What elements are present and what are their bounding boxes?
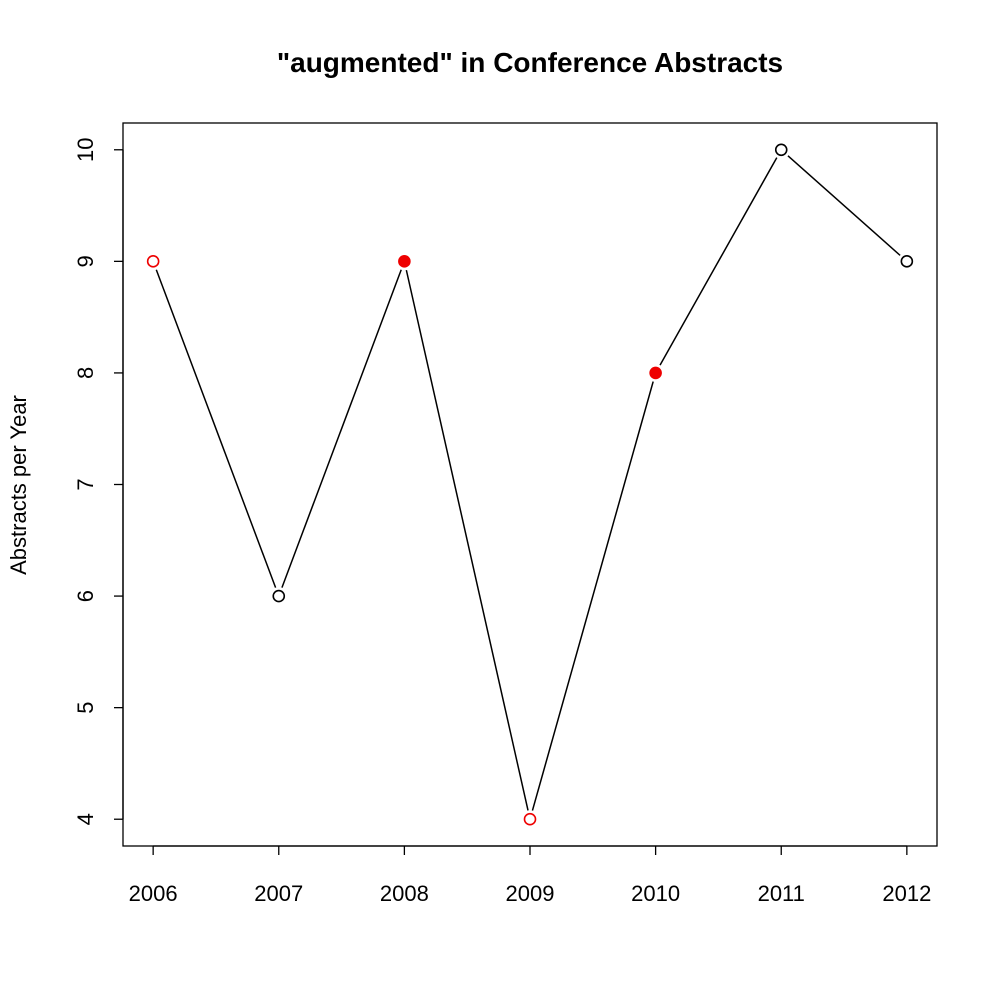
y-tick-label: 8 xyxy=(73,367,98,379)
x-axis: 2006 2007 2008 2009 2010 2011 2012 xyxy=(129,845,931,906)
y-tick-label: 5 xyxy=(73,702,98,714)
series-line-segment xyxy=(155,269,277,588)
series-line-segment xyxy=(405,269,529,811)
x-tick-label: 2012 xyxy=(882,881,931,906)
x-tick-label: 2009 xyxy=(506,881,555,906)
data-point xyxy=(272,589,286,603)
y-tick-label: 7 xyxy=(73,478,98,490)
x-tick-label: 2008 xyxy=(380,881,429,906)
plot-frame xyxy=(122,122,938,847)
x-tick-label: 2007 xyxy=(254,881,303,906)
data-point xyxy=(774,143,788,157)
y-tick-label: 6 xyxy=(73,590,98,602)
data-point xyxy=(649,366,662,380)
x-tick-label: 2010 xyxy=(631,881,680,906)
series-line-segment xyxy=(659,157,778,366)
data-point xyxy=(523,812,537,826)
data-point xyxy=(900,255,914,268)
y-tick-label: 4 xyxy=(73,813,98,825)
x-tick-label: 2006 xyxy=(129,881,178,906)
x-tick-label: 2011 xyxy=(758,881,805,906)
series-abstracts xyxy=(146,143,914,826)
y-tick-label: 9 xyxy=(73,255,98,267)
y-axis: 4 5 6 7 8 9 10 xyxy=(73,138,124,825)
chart-title: "augmented" in Conference Abstracts xyxy=(277,47,783,78)
series-line-segment xyxy=(281,269,402,588)
series-line-segment xyxy=(787,155,901,256)
data-point xyxy=(398,255,411,268)
y-tick-label: 10 xyxy=(73,138,98,162)
series-line-segment xyxy=(531,381,654,811)
data-point xyxy=(146,255,160,268)
y-axis-label: Abstracts per Year xyxy=(6,395,31,575)
